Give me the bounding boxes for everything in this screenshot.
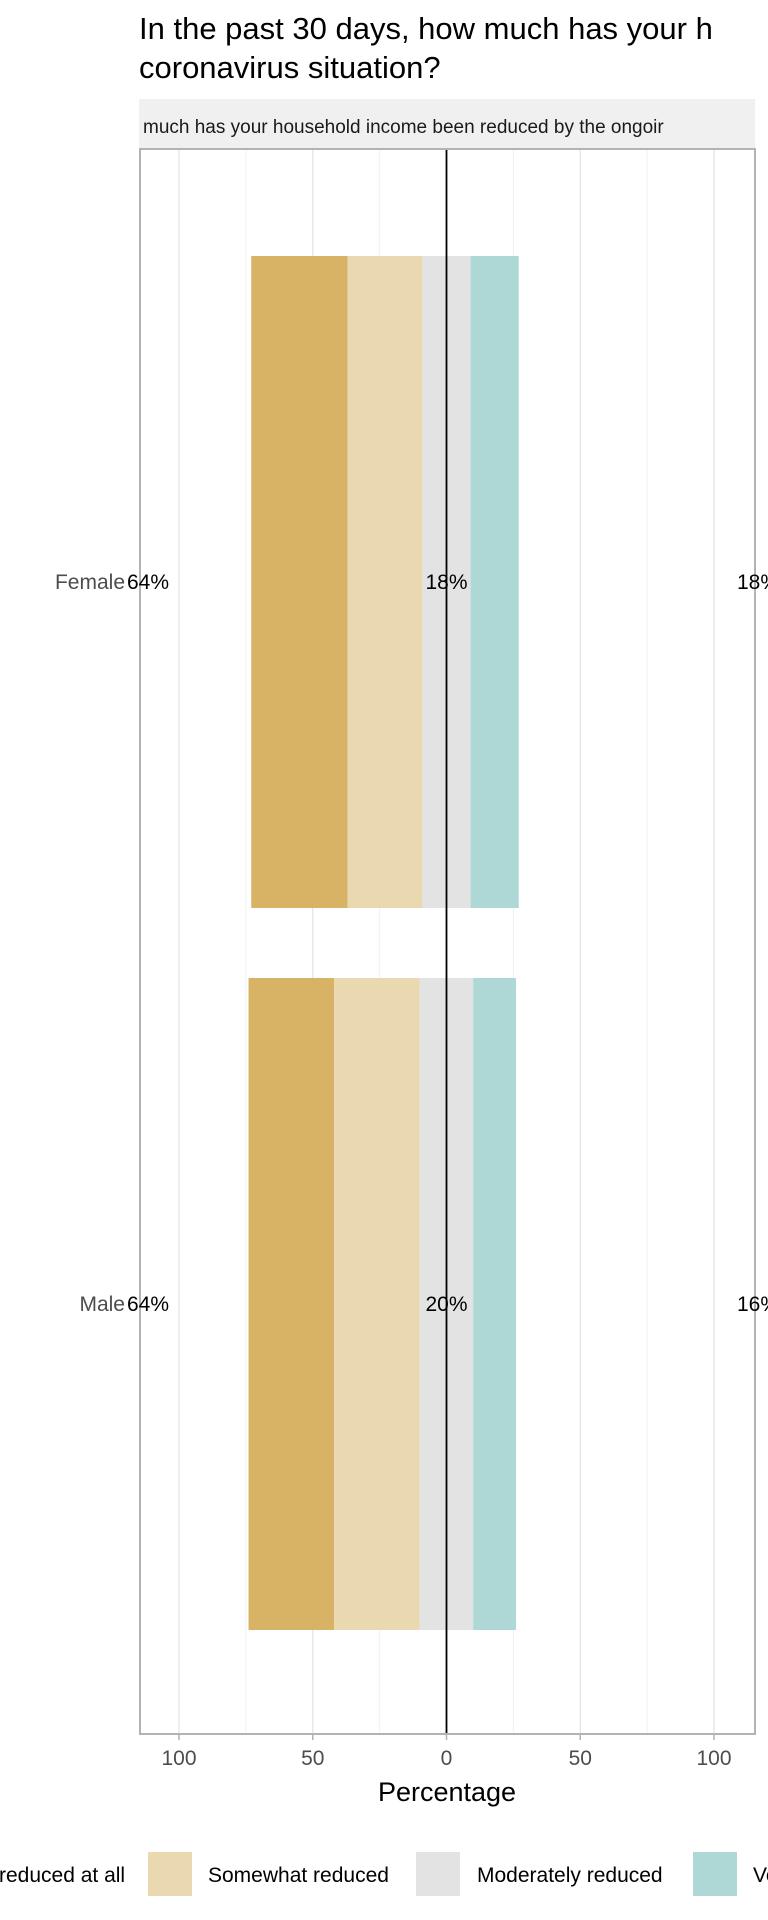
chart-title-line-2: coronavirus situation?	[139, 50, 441, 85]
bar-female-series-2	[347, 256, 423, 908]
legend-label-3: Moderately reduced	[477, 1864, 663, 1887]
x-tick-label: 100	[161, 1747, 196, 1770]
x-tick-label: 100	[696, 1747, 731, 1770]
facet-strip	[139, 99, 755, 148]
bar-male-series-1	[248, 978, 335, 1630]
x-tick-label: 0	[441, 1747, 453, 1770]
chart-title: In the past 30 days, how much has your h…	[139, 11, 713, 85]
percent-label-left-female: 64%	[127, 571, 169, 594]
bar-segments	[248, 256, 519, 1630]
legend-key-2	[148, 1852, 192, 1896]
x-axis-ticks: 100 50 0 50 100	[161, 1734, 732, 1770]
legend-label-1: reduced at all	[0, 1864, 125, 1887]
category-label-male: Male	[79, 1293, 125, 1316]
x-tick-label: 50	[569, 1747, 592, 1770]
bar-male-series-2	[334, 978, 420, 1630]
facet-strip-label: much has your household income been redu…	[143, 117, 664, 138]
bar-female-series-1	[251, 256, 348, 908]
legend-label-2: Somewhat reduced	[208, 1864, 389, 1887]
panel-border	[139, 148, 756, 1735]
percent-label-center-male: 20%	[425, 1293, 467, 1316]
percent-label-right-female: 18%	[737, 571, 768, 594]
legend-key-4	[693, 1852, 737, 1896]
category-label-female: Female	[55, 571, 125, 594]
legend-label-4: Ve	[753, 1864, 768, 1887]
percent-label-left-male: 64%	[127, 1293, 169, 1316]
x-tick-label: 50	[301, 1747, 324, 1770]
legend: reduced at all Somewhat reduced Moderately…	[0, 1852, 768, 1896]
percent-label-center-female: 18%	[425, 571, 467, 594]
percent-label-right-male: 16%	[737, 1293, 768, 1316]
bar-female-series-4	[470, 256, 519, 908]
percent-labels: 64% 18% 18% 64% 20% 16%	[127, 571, 768, 1316]
legend-key-3	[416, 1852, 460, 1896]
chart-title-line-1: In the past 30 days, how much has your h	[139, 11, 713, 46]
category-labels: Female Male	[55, 571, 125, 1316]
bar-male-series-4	[473, 978, 517, 1630]
x-axis-title: Percentage	[378, 1777, 516, 1807]
